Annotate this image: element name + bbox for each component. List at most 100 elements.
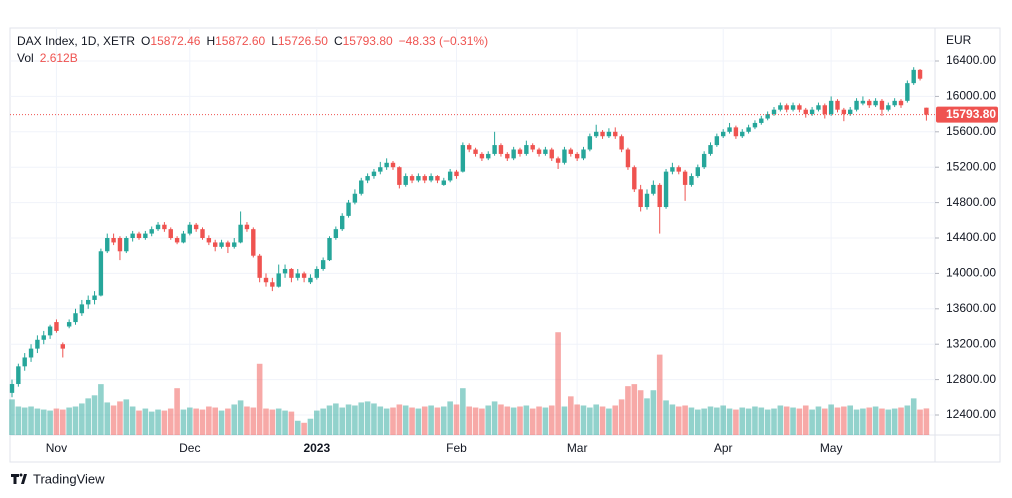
candle-body xyxy=(911,69,916,84)
volume-bar xyxy=(841,406,847,435)
candle-body xyxy=(403,176,408,185)
candle-body xyxy=(136,233,142,239)
candle-body xyxy=(244,224,250,230)
candle-body xyxy=(568,149,573,154)
volume-bar xyxy=(669,404,676,435)
volume-bar xyxy=(167,408,174,435)
volume-bar xyxy=(809,409,815,435)
candle-body xyxy=(86,299,91,305)
candle-body xyxy=(562,149,567,163)
candle-body xyxy=(517,149,523,154)
candle-body xyxy=(784,105,789,110)
candle-body xyxy=(924,107,929,115)
candle-body xyxy=(708,145,713,154)
volume-legend: Vol 2.612B xyxy=(17,51,78,65)
volume-bar xyxy=(339,407,345,435)
volume-bar xyxy=(193,408,199,435)
volume-bar xyxy=(396,404,403,435)
candle-body xyxy=(327,238,332,261)
candle-body xyxy=(714,136,720,146)
volume-bar xyxy=(40,409,47,435)
volume-bar xyxy=(714,407,720,435)
volume-bar xyxy=(853,409,860,435)
volume-bar xyxy=(587,407,593,435)
volume-bar xyxy=(472,407,479,435)
volume-bar xyxy=(606,408,612,435)
x-tick-label: Nov xyxy=(46,441,67,455)
volume-bar xyxy=(536,406,542,435)
y-tick-label: 16400.00 xyxy=(946,53,996,67)
volume-bar xyxy=(358,402,365,435)
volume-bar xyxy=(739,407,746,435)
volume-bar xyxy=(656,354,663,435)
candle-body xyxy=(289,268,294,278)
volume-bar xyxy=(320,408,326,435)
volume-bar xyxy=(206,406,212,435)
candle-body xyxy=(168,229,173,239)
candle-body xyxy=(149,229,154,234)
volume-bar xyxy=(783,406,790,435)
candle-body xyxy=(333,229,339,239)
candle-body xyxy=(301,273,307,278)
volume-bar xyxy=(529,408,536,435)
tradingview-logo[interactable]: TradingView xyxy=(11,471,105,486)
volume-bar xyxy=(802,405,809,435)
candle-body xyxy=(727,127,732,132)
volume-bar xyxy=(599,406,606,435)
brand: TradingView xyxy=(33,471,105,486)
volume-bar xyxy=(879,408,885,435)
candle-body xyxy=(47,326,53,336)
candle-body xyxy=(879,100,885,110)
candle-body xyxy=(505,153,510,159)
volume-bar xyxy=(441,406,447,435)
candle-body xyxy=(238,224,243,243)
candle-body xyxy=(638,189,643,208)
candle-body xyxy=(441,180,446,185)
volume-bar xyxy=(345,404,352,435)
candle-body xyxy=(41,335,46,340)
volume-bar xyxy=(244,406,250,435)
candle-body xyxy=(270,282,275,287)
x-tick-label: 2023 xyxy=(303,441,330,455)
volume-bar xyxy=(682,405,688,435)
candle-body xyxy=(251,229,256,256)
candle-body xyxy=(352,193,358,203)
volume-bar xyxy=(136,410,142,435)
candle-body xyxy=(422,176,427,181)
candle-body xyxy=(213,242,218,247)
volume-bar xyxy=(663,400,669,435)
volume-bar xyxy=(485,405,492,435)
candle-body xyxy=(886,105,891,110)
volume-bar xyxy=(225,408,231,435)
y-tick-label: 16000.00 xyxy=(946,89,996,103)
volume-bar xyxy=(822,408,828,435)
volume-bar xyxy=(790,407,796,435)
volume-bar xyxy=(542,407,549,435)
candle-body xyxy=(898,100,904,106)
candle-body xyxy=(848,109,853,115)
candle-body xyxy=(35,339,40,349)
candle-body xyxy=(340,215,345,230)
y-tick-label: 14400.00 xyxy=(946,230,996,244)
candle-body xyxy=(181,233,186,243)
last-price-box xyxy=(936,106,998,123)
candle-body xyxy=(524,145,529,154)
volume-bar xyxy=(847,405,853,435)
volume-bar xyxy=(625,386,631,435)
candle-body xyxy=(689,176,694,185)
volume-bar xyxy=(218,410,225,435)
candle-body xyxy=(162,224,167,230)
candle-body xyxy=(752,122,758,128)
candle-body xyxy=(555,158,561,163)
volume-bar xyxy=(28,406,34,435)
candle-body xyxy=(263,277,269,283)
volume-bar xyxy=(377,406,384,435)
volume-bar xyxy=(885,409,892,435)
volume-bar xyxy=(104,402,111,435)
volume-bar xyxy=(752,406,758,435)
volume-bar xyxy=(123,399,130,435)
candle-body xyxy=(860,100,866,104)
legend: DAX Index, 1D, XETR O15872.46 H15872.60 L15… xyxy=(17,34,488,48)
volume-bar xyxy=(460,388,466,435)
candle-body xyxy=(9,384,15,393)
